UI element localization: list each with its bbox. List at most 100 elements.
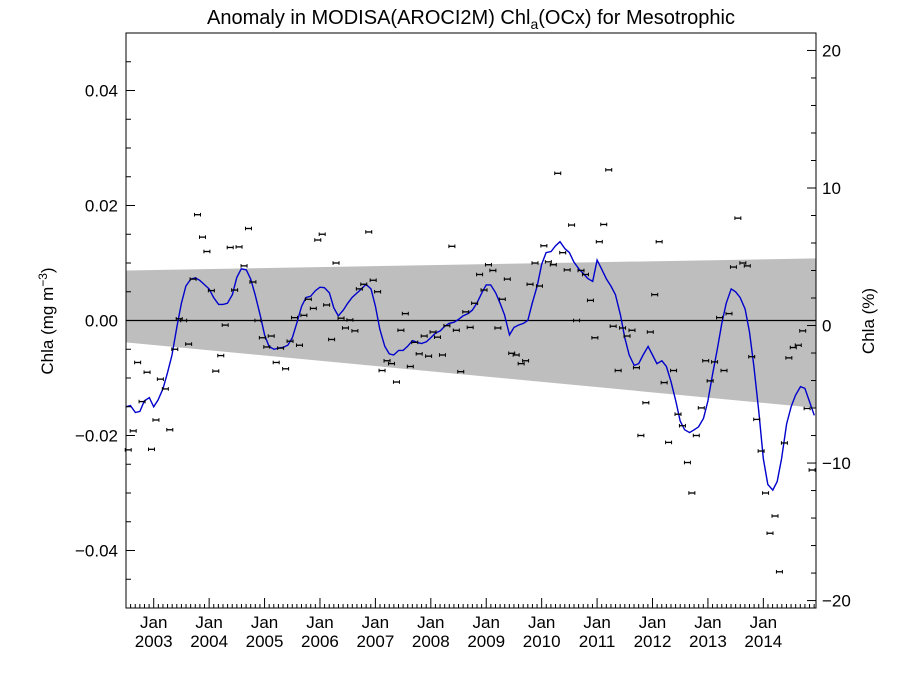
data-point xyxy=(203,249,211,254)
confidence-band-layer xyxy=(126,258,816,408)
data-point xyxy=(503,277,511,281)
data-point xyxy=(577,268,585,273)
data-point xyxy=(332,261,340,265)
data-point xyxy=(614,368,622,373)
x-tick-label-year: 2011 xyxy=(579,632,616,651)
data-point xyxy=(189,277,197,281)
data-point xyxy=(688,491,696,495)
data-point xyxy=(489,268,497,273)
x-tick-label-year: 2006 xyxy=(301,632,339,651)
data-point xyxy=(720,368,728,373)
data-points-layer xyxy=(124,168,816,574)
y-right-tick-label: 20 xyxy=(822,41,841,60)
data-point xyxy=(540,243,548,248)
data-point xyxy=(226,245,234,250)
data-point xyxy=(711,360,719,364)
data-point xyxy=(480,288,488,292)
data-point xyxy=(360,282,368,287)
y-right-tick-label: −10 xyxy=(822,454,851,473)
data-point xyxy=(448,244,456,249)
data-point xyxy=(392,380,400,384)
data-point xyxy=(628,328,636,333)
data-point xyxy=(517,361,525,366)
data-point xyxy=(401,311,409,316)
data-point xyxy=(378,368,386,373)
data-point xyxy=(637,433,645,438)
data-point xyxy=(443,323,451,328)
data-point xyxy=(152,418,160,422)
data-point xyxy=(494,326,502,330)
x-tick-label-year: 2012 xyxy=(634,632,672,651)
x-tick-label-year: 2004 xyxy=(190,632,228,651)
data-point xyxy=(739,261,747,265)
data-point xyxy=(272,360,280,365)
y-right-tick-label: 10 xyxy=(822,179,841,198)
data-point xyxy=(304,297,312,302)
data-point xyxy=(581,272,589,277)
data-point xyxy=(600,222,608,227)
data-point xyxy=(595,239,603,244)
data-point xyxy=(762,491,770,495)
data-point xyxy=(665,440,673,445)
data-point xyxy=(484,262,492,267)
data-point xyxy=(568,223,576,227)
x-tick-label-month: Jan xyxy=(750,613,777,632)
data-point xyxy=(462,310,470,314)
data-point xyxy=(683,460,691,465)
data-point xyxy=(535,284,543,288)
data-point xyxy=(138,399,146,404)
data-point xyxy=(554,171,562,176)
data-point xyxy=(244,226,252,231)
data-point xyxy=(355,287,363,291)
data-point xyxy=(387,361,395,366)
x-tick-label-month: Jan xyxy=(583,613,610,632)
data-point xyxy=(757,449,765,453)
x-tick-label-year: 2010 xyxy=(523,632,561,651)
data-point xyxy=(651,292,659,297)
data-point xyxy=(346,318,354,322)
data-point xyxy=(295,343,303,348)
x-tick-label-month: Jan xyxy=(140,613,167,632)
data-point xyxy=(185,342,193,346)
data-point xyxy=(605,168,613,172)
x-tick-label-month: Jan xyxy=(473,613,500,632)
x-tick-label-year: 2008 xyxy=(412,632,450,651)
x-tick-label-month: Jan xyxy=(362,613,389,632)
x-tick-label-year: 2007 xyxy=(356,632,394,651)
data-point xyxy=(411,340,419,345)
data-point xyxy=(743,264,751,268)
data-point xyxy=(808,468,816,472)
data-point xyxy=(549,262,557,267)
y-axis-left-label: Chla (mg m−3) xyxy=(36,267,57,374)
data-point xyxy=(794,343,802,348)
x-tick-label-month: Jan xyxy=(251,613,278,632)
data-point xyxy=(573,318,581,323)
data-point xyxy=(198,235,206,239)
x-tick-label-year: 2005 xyxy=(246,632,284,651)
data-point xyxy=(632,365,640,370)
x-tick-label-month: Jan xyxy=(694,613,721,632)
data-point xyxy=(623,334,631,338)
data-point xyxy=(267,334,275,338)
data-point xyxy=(231,288,239,292)
data-point xyxy=(337,316,345,320)
data-point xyxy=(476,272,484,277)
data-point xyxy=(156,377,164,381)
data-point xyxy=(609,324,617,329)
x-tick-label-month: Jan xyxy=(528,613,555,632)
data-point xyxy=(642,400,650,405)
data-point xyxy=(235,245,243,249)
data-point xyxy=(716,315,724,320)
data-point xyxy=(207,288,215,293)
y-axis-right-label: Chla (%) xyxy=(859,288,878,354)
data-point xyxy=(646,330,654,334)
data-point xyxy=(290,315,298,320)
data-point xyxy=(522,358,530,363)
smoothed-series-line xyxy=(125,240,815,492)
data-point xyxy=(785,356,793,360)
data-point xyxy=(771,514,779,518)
data-point xyxy=(134,360,142,365)
data-point xyxy=(544,260,552,264)
data-point xyxy=(249,280,257,284)
